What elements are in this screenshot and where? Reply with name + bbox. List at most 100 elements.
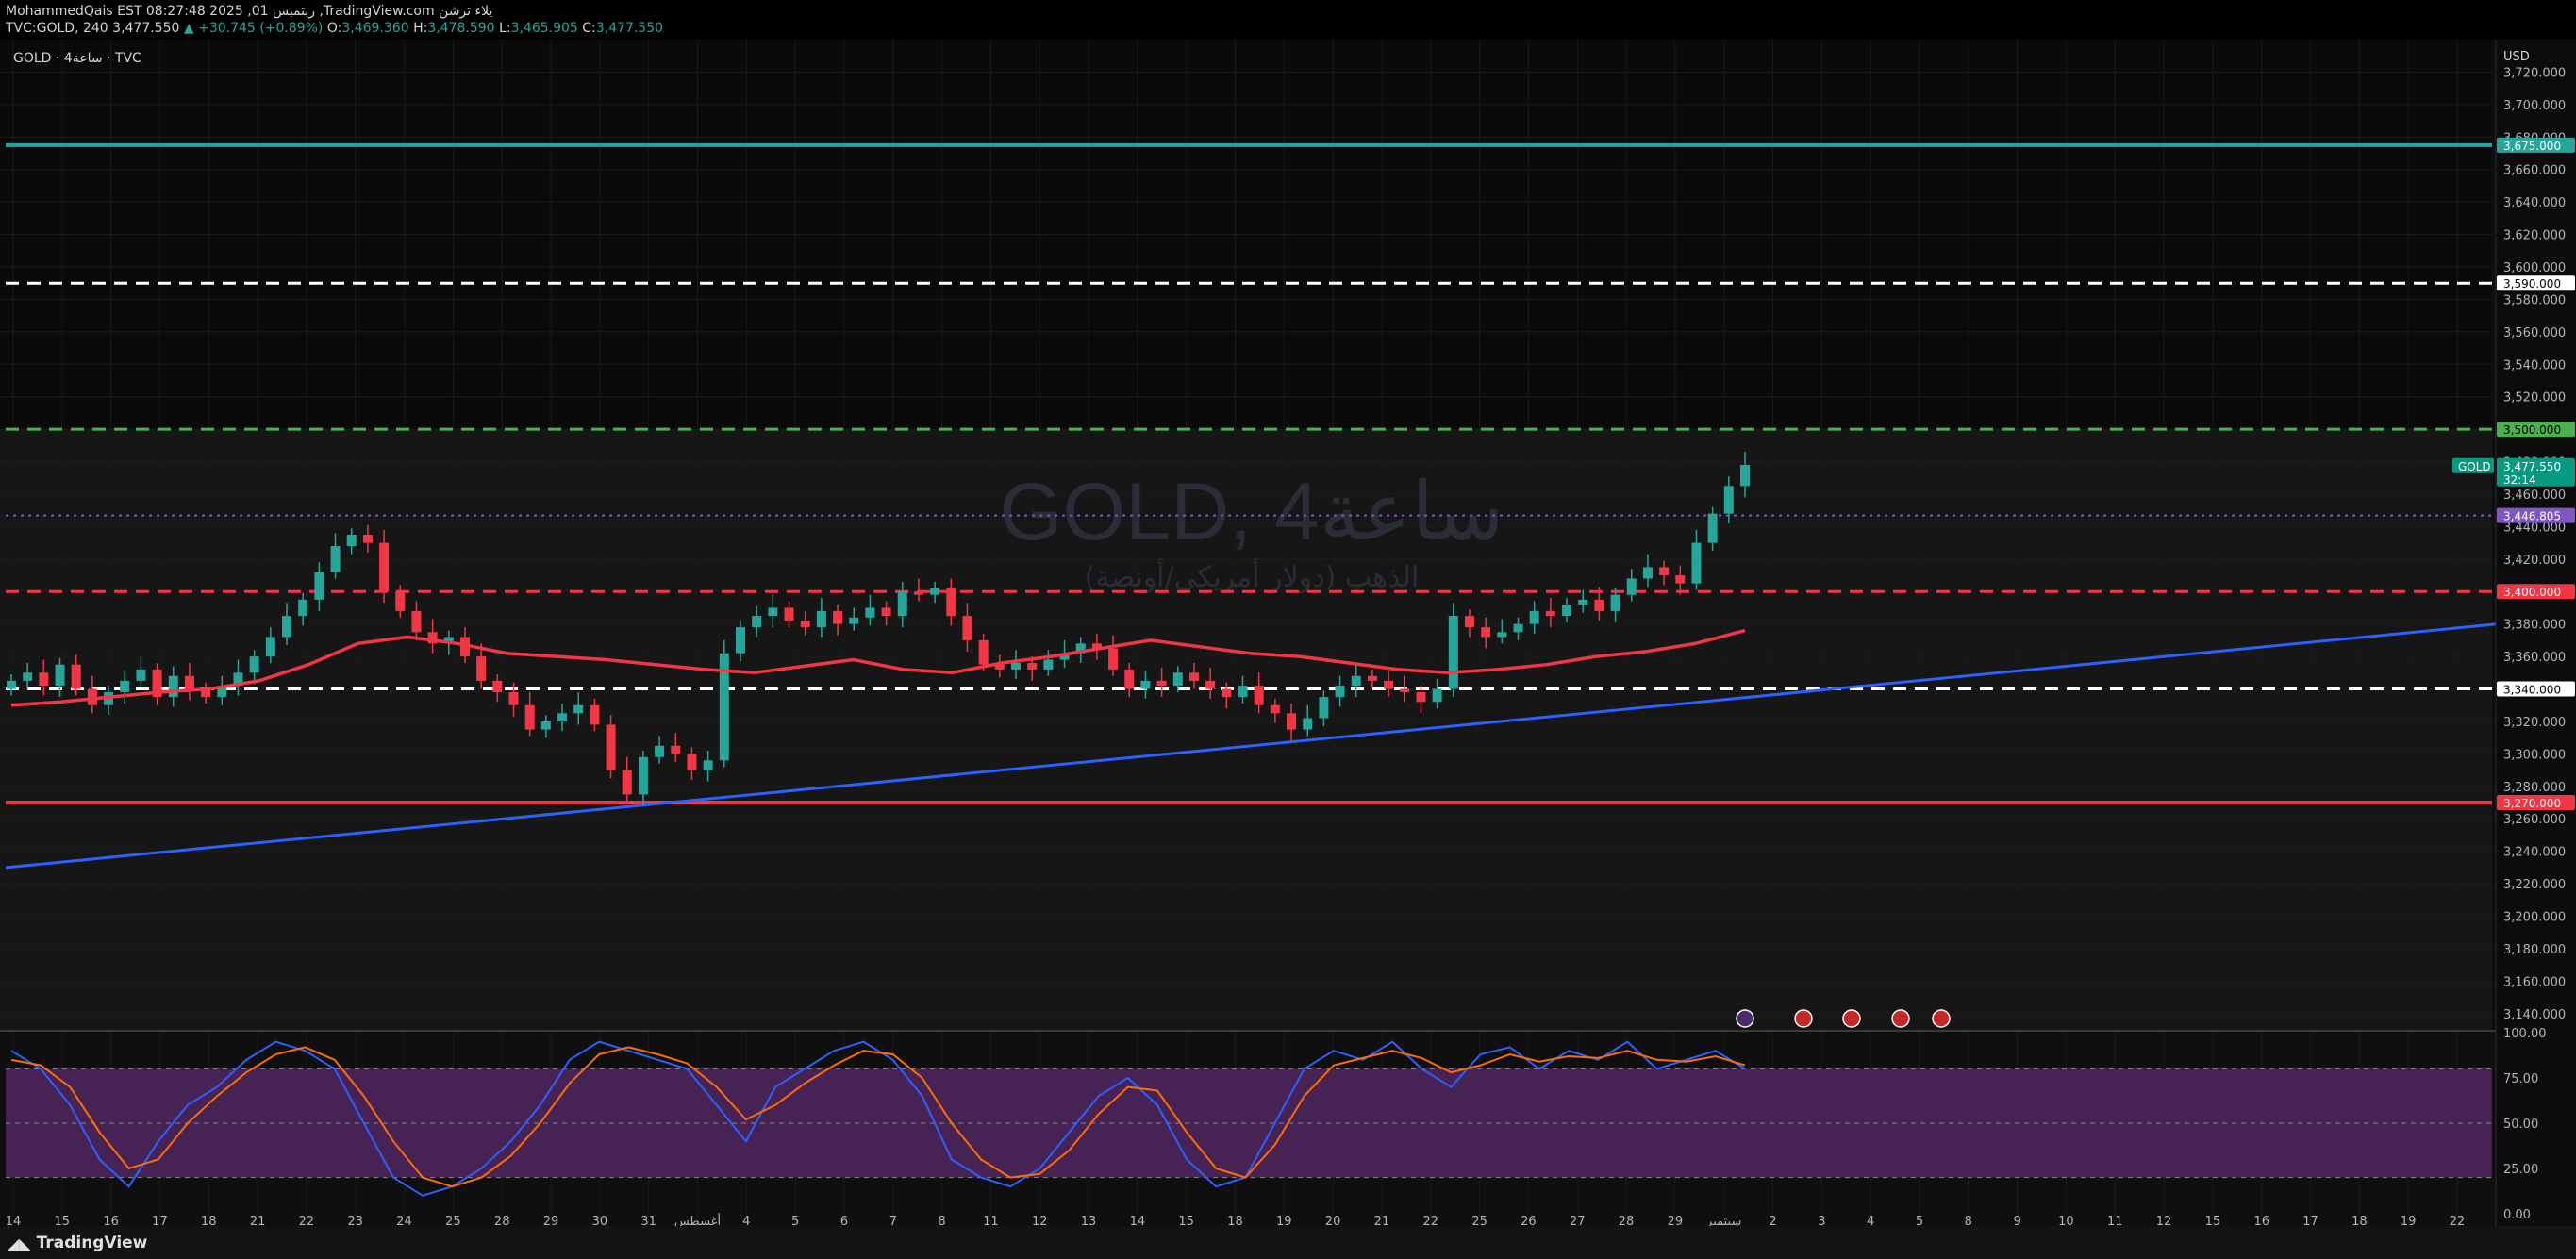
candle-body bbox=[1707, 513, 1718, 543]
chart-canvas[interactable]: GOLD, 4ساعة الذهب (دولار أمريكي/أونصة) G… bbox=[0, 40, 2576, 1226]
candle-body bbox=[994, 664, 1005, 670]
candle-body bbox=[784, 607, 794, 621]
price-tick-label: 3,240.000 bbox=[2503, 846, 2566, 860]
horizontal-levels[interactable] bbox=[6, 142, 2492, 805]
candle-body bbox=[1691, 542, 1702, 584]
candle-body bbox=[849, 617, 859, 624]
us-flag-icon[interactable] bbox=[1932, 1009, 1951, 1028]
candle-body bbox=[201, 688, 211, 698]
candle-body bbox=[492, 680, 503, 692]
us-flag-icon[interactable] bbox=[1891, 1009, 1910, 1028]
price-tag bbox=[2497, 507, 2575, 523]
time-tick-label: 14 bbox=[1130, 1215, 1146, 1226]
price-tag bbox=[2497, 137, 2575, 153]
time-tick-label: 12 bbox=[2156, 1215, 2172, 1226]
grid bbox=[0, 40, 2492, 1226]
candle-body bbox=[71, 664, 81, 689]
symbol-legend: GOLD · 4ساعة · TVC bbox=[13, 51, 141, 66]
time-tick-label: 24 bbox=[396, 1215, 412, 1226]
time-tick-label: 15 bbox=[1178, 1215, 1194, 1226]
candle-body bbox=[1075, 643, 1086, 654]
candle-body bbox=[1188, 672, 1199, 681]
candle-body bbox=[152, 669, 162, 698]
candle-body bbox=[946, 588, 956, 617]
candle-body bbox=[1529, 610, 1539, 624]
header-symbol: TVC:GOLD, 240 bbox=[6, 21, 108, 36]
time-tick-label: 22 bbox=[299, 1215, 315, 1226]
time-tick-label: 4 bbox=[742, 1215, 750, 1226]
oscillator-tick-label: 100.00 bbox=[2503, 1027, 2547, 1041]
candle-body bbox=[962, 616, 972, 640]
candle-body bbox=[1464, 616, 1474, 628]
price-tag-label: 3,270.000 bbox=[2503, 797, 2561, 810]
time-tick-label: 5 bbox=[791, 1215, 799, 1226]
price-tick-label: 3,380.000 bbox=[2503, 619, 2566, 633]
candle-body bbox=[346, 535, 357, 547]
candle-body bbox=[930, 588, 940, 595]
us-flag-icon[interactable] bbox=[1842, 1009, 1861, 1028]
candle-body bbox=[800, 621, 810, 628]
candle-body bbox=[379, 542, 390, 592]
oscillator-pane[interactable]: 100.00 75.00 50.00 25.00 0.00 bbox=[0, 1027, 2547, 1222]
header-change: ▲ +30.745 (+0.89%) bbox=[183, 21, 324, 36]
oscillator-tick-label: 25.00 bbox=[2503, 1163, 2538, 1177]
price-tag bbox=[2497, 275, 2575, 291]
candle-body bbox=[897, 591, 907, 617]
candle-body bbox=[330, 546, 341, 572]
price-tag-label: 3,675.000 bbox=[2503, 140, 2561, 153]
trendline-group[interactable] bbox=[5, 622, 2499, 870]
trendline[interactable] bbox=[5, 622, 2499, 870]
candle-body bbox=[622, 770, 632, 795]
time-tick-label: 30 bbox=[592, 1215, 608, 1226]
candle-body bbox=[1124, 669, 1135, 689]
price-tick-label: 3,720.000 bbox=[2503, 66, 2566, 80]
time-tick-label: 5 bbox=[1916, 1215, 1923, 1226]
time-tick-label: 14 bbox=[6, 1215, 22, 1226]
low-value: 3,465.905 bbox=[510, 21, 578, 36]
time-tick-label: 17 bbox=[2302, 1215, 2318, 1226]
time-axis[interactable]: 14 15 16 17 18 21 22 23 24 25 28 29 30 31 أغسطس 4 5 6 7 8 11… bbox=[6, 1213, 2466, 1226]
price-tick-label: 3,140.000 bbox=[2503, 1008, 2566, 1022]
time-tick-label: 2 bbox=[1769, 1215, 1776, 1226]
candle-body bbox=[136, 669, 146, 681]
candle-body bbox=[752, 616, 762, 628]
price-axis-bg bbox=[2496, 40, 2576, 1226]
candle-body bbox=[298, 599, 308, 617]
candle-body bbox=[606, 724, 616, 770]
candle-body bbox=[1578, 599, 1588, 605]
time-tick-label: 18 bbox=[1227, 1215, 1243, 1226]
candle-body bbox=[1740, 464, 1750, 487]
price-tag bbox=[2497, 584, 2575, 600]
price-tick-label: 3,300.000 bbox=[2503, 748, 2566, 762]
candle-body bbox=[395, 591, 406, 611]
time-tick-label: 3 bbox=[1818, 1215, 1825, 1226]
candle-body bbox=[427, 632, 438, 644]
oscillator-tick-label: 50.00 bbox=[2503, 1118, 2538, 1132]
candle-body bbox=[978, 639, 989, 665]
candle-body bbox=[1156, 680, 1167, 687]
time-tick-label: 21 bbox=[1374, 1215, 1390, 1226]
price-tag bbox=[2497, 681, 2575, 697]
price-tick-label: 3,180.000 bbox=[2503, 943, 2566, 957]
candle-body bbox=[1027, 662, 1038, 670]
time-tick-label: 12 bbox=[1032, 1215, 1048, 1226]
tradingview-logo[interactable]: ◢◣ TradingView bbox=[8, 1234, 147, 1252]
us-flag-icon[interactable] bbox=[1794, 1009, 1813, 1028]
time-tick-label: 4 bbox=[1867, 1215, 1874, 1226]
price-axis[interactable]: USD3,720.0003,700.0003,680.0003,660.0003… bbox=[2452, 40, 2576, 1226]
candle-body bbox=[1205, 680, 1216, 689]
candle-body bbox=[1043, 659, 1054, 670]
price-tick-label: 3,540.000 bbox=[2503, 358, 2566, 373]
candle-body bbox=[540, 721, 551, 730]
candle-body bbox=[1108, 648, 1119, 670]
candle-body bbox=[1319, 697, 1329, 719]
event-markers[interactable] bbox=[1736, 1009, 1951, 1028]
oscillator-band bbox=[6, 1068, 2492, 1178]
candle-body bbox=[687, 754, 697, 770]
candle-body bbox=[638, 756, 648, 795]
candle-body bbox=[573, 704, 584, 714]
time-tick-label: 25 bbox=[1471, 1215, 1487, 1226]
candle-body bbox=[7, 680, 16, 689]
lightning-icon[interactable] bbox=[1736, 1009, 1754, 1028]
header-line-1: MohammedQais EST 08:27:48 2025 ,01 ربتمب… bbox=[6, 4, 492, 19]
